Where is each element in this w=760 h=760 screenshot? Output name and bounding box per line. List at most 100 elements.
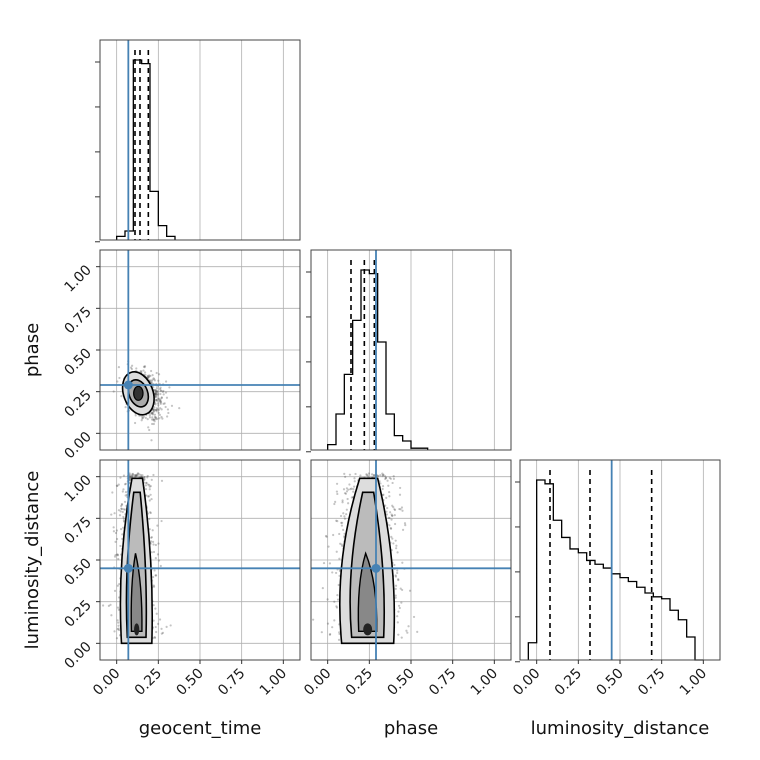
scatter-point [326,598,329,601]
scatter-point [400,601,403,604]
scatter-point [143,478,146,481]
scatter-point [335,550,338,553]
scatter-point [331,626,334,629]
scatter-point [324,534,328,538]
scatter-point [139,370,142,373]
scatter-point [160,415,163,419]
scatter-point [154,409,157,412]
scatter-point [392,505,395,509]
scatter-point [157,392,160,396]
scatter-point [147,376,150,379]
scatter-point [343,492,347,495]
scatter-point [405,629,408,632]
scatter-point [153,378,156,381]
scatter-point [142,365,146,368]
scatter-point [159,400,162,403]
scatter-point [148,428,151,432]
scatter-point [141,416,145,420]
scatter-point [149,511,152,515]
scatter-point [155,371,158,375]
scatter-point [399,508,402,511]
scatter-point [146,376,149,379]
scatter-point [391,481,394,485]
x-tick-label: 0.50 [593,666,626,699]
scatter-point [159,401,162,404]
scatter-point [161,417,164,420]
scatter-point [400,506,404,509]
scatter-point [143,476,146,479]
scatter-point [154,393,157,396]
scatter-point [150,551,153,554]
scatter-point [341,544,344,548]
scatter-point [116,554,120,557]
scatter-point [343,472,346,475]
scatter-point [151,422,154,426]
scatter-point [119,544,122,548]
scatter-point [156,390,159,394]
scatter-point [113,512,116,515]
scatter-point [341,499,344,502]
scatter-point [404,523,407,527]
scatter-point [101,604,105,607]
scatter-point [336,594,339,597]
scatter-point [156,390,159,393]
scatter-point [145,481,148,485]
scatter-point [116,619,119,622]
scatter-point [152,408,156,411]
scatter-point [145,494,148,497]
scatter-point [387,516,390,519]
scatter-point [335,490,339,493]
scatter-point [124,406,127,409]
scatter-point [110,513,113,516]
scatter-point [157,404,160,407]
scatter-point [329,632,332,636]
scatter-point [154,574,158,577]
scatter-point [340,543,343,546]
scatter-point [339,542,342,545]
scatter-point [393,522,397,526]
scatter-point [151,413,155,416]
2d-panel-geocent_time-luminosity_distance [99,459,301,661]
scatter-point [169,624,172,627]
scatter-point [152,584,155,587]
scatter-point [399,587,402,590]
scatter-point [120,507,123,511]
scatter-point [408,589,412,592]
scatter-point [154,416,157,419]
scatter-point [416,630,419,633]
scatter-point [149,540,153,543]
scatter-point [148,485,151,488]
scatter-point [322,561,326,565]
scatter-point [367,472,371,475]
scatter-point [154,408,157,412]
scatter-point [157,379,160,382]
scatter-point [143,366,146,369]
scatter-point [396,571,399,575]
scatter-point [141,417,144,420]
scatter-point [124,494,127,497]
scatter-point [123,508,127,511]
scatter-point [158,618,162,621]
scatter-point [148,488,151,491]
scatter-point [128,476,131,479]
scatter-point [341,521,344,524]
scatter-point [152,543,155,546]
scatter-point [327,545,330,548]
scatter-point [338,557,341,560]
scatter-point [336,598,340,601]
scatter-point [342,488,346,491]
scatter-point [381,487,384,491]
scatter-point [132,473,135,476]
hist-panel-phase [306,249,512,453]
scatter-point [144,484,148,487]
scatter-point [398,493,402,496]
y-axis-label-phase: phase [22,323,43,377]
scatter-point [154,557,157,560]
scatter-point [164,380,168,383]
scatter-point [381,474,384,478]
scatter-point [154,394,158,397]
scatter-point [336,520,339,523]
scatter-point [352,490,355,493]
scatter-point [148,483,151,487]
scatter-point [156,399,159,403]
